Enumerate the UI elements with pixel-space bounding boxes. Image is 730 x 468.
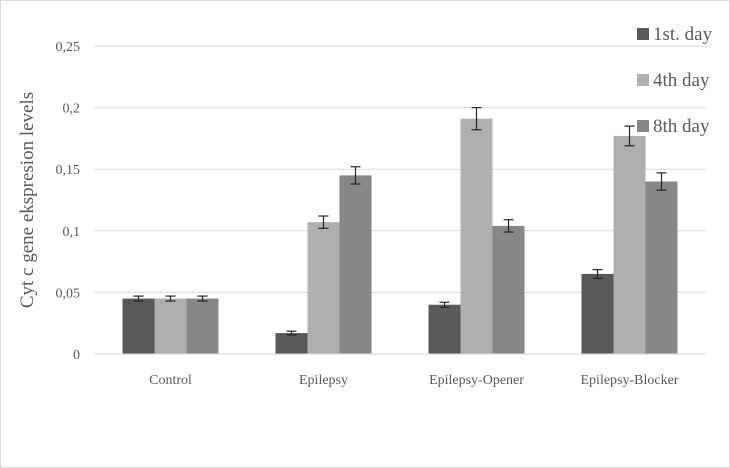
- legend-swatch: [637, 74, 649, 86]
- bars: [122, 118, 678, 354]
- legend: 1st. day 4th day 8th day: [637, 24, 713, 137]
- bar: [645, 181, 678, 354]
- y-tick-label: 0,25: [56, 40, 81, 55]
- y-tick-label: 0: [73, 348, 80, 363]
- x-category-label: Epilepsy-Opener: [429, 373, 524, 388]
- legend-label: 8th day: [653, 116, 710, 137]
- x-category-label: Epilepsy-Blocker: [581, 373, 679, 388]
- bar: [460, 118, 493, 354]
- bar: [122, 298, 155, 354]
- legend-swatch: [637, 120, 649, 132]
- y-tick-label: 0,05: [56, 286, 81, 301]
- x-category-label: Epilepsy: [299, 373, 348, 388]
- y-axis-ticks: 0 0,05 0,1 0,15 0,2 0,25: [56, 40, 81, 363]
- bar: [428, 304, 461, 354]
- bar: [275, 333, 308, 354]
- error-bars: [133, 106, 667, 336]
- y-tick-label: 0,1: [63, 225, 81, 240]
- bar: [307, 222, 340, 354]
- bar: [186, 298, 219, 354]
- legend-label: 4th day: [653, 70, 710, 91]
- bar: [492, 225, 525, 354]
- bar: [154, 298, 187, 354]
- bar: [339, 175, 372, 354]
- y-tick-label: 0,15: [56, 163, 81, 178]
- legend-label: 1st. day: [653, 24, 713, 45]
- legend-swatch: [637, 28, 649, 40]
- bar: [581, 273, 614, 354]
- y-tick-label: 0,2: [63, 102, 81, 117]
- x-category-label: Control: [149, 373, 192, 388]
- bar: [613, 135, 646, 354]
- x-axis-categories: Control Epilepsy Epilepsy-Opener Epilepsy-B…: [149, 373, 679, 388]
- y-axis-label: Cyt c gene ekspresion levels: [17, 92, 38, 308]
